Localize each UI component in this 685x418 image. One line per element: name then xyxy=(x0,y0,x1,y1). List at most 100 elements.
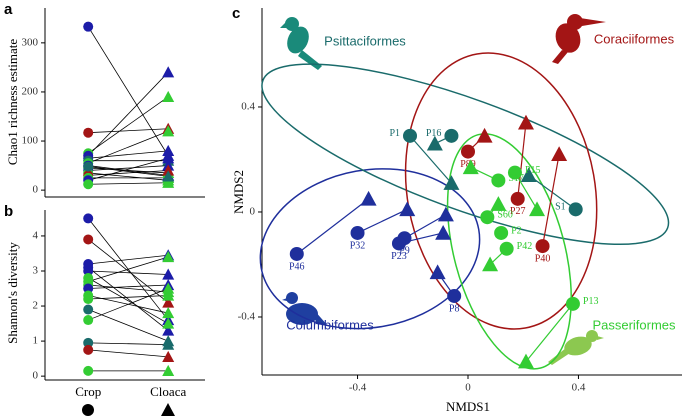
cloaca-point xyxy=(162,350,175,362)
pair-line xyxy=(296,198,369,255)
pair-line xyxy=(88,270,169,275)
pair-line xyxy=(88,254,169,265)
point-label: P46 xyxy=(289,261,305,272)
pair-line xyxy=(88,309,169,342)
crop-point xyxy=(403,128,418,143)
point-label: S60 xyxy=(497,210,513,221)
group-ellipse xyxy=(446,133,572,370)
crop-point xyxy=(510,191,525,206)
pair-line xyxy=(398,232,444,245)
pair-line xyxy=(88,288,169,321)
pair-line xyxy=(525,303,574,362)
group-ellipse xyxy=(259,168,481,330)
pair-line xyxy=(88,157,169,181)
point-label: P16 xyxy=(426,128,442,139)
point-label: P15 xyxy=(525,165,541,176)
panel-letter: a xyxy=(4,1,13,18)
group-name: Passeriformes xyxy=(592,317,676,332)
x-tick-label: 0.4 xyxy=(572,382,586,394)
group-name: Coraciiformes xyxy=(594,31,675,46)
point-label: P2 xyxy=(511,225,522,236)
pair-line xyxy=(88,277,169,324)
cloaca-point xyxy=(162,317,175,329)
pair-line xyxy=(88,150,169,159)
cloaca-point xyxy=(360,190,377,206)
crop-point xyxy=(535,239,550,254)
cloaca-point xyxy=(162,282,175,294)
cloaca-point xyxy=(162,250,175,263)
cloaca-point xyxy=(551,146,568,162)
parrot-icon xyxy=(280,17,322,70)
pair-line xyxy=(87,267,169,331)
point-label: P9 xyxy=(399,246,410,257)
y-tick-label: 0 xyxy=(33,370,39,382)
pair-line xyxy=(88,284,169,293)
crop-point xyxy=(350,225,365,240)
y-tick-label: 0 xyxy=(33,184,39,196)
crop-point xyxy=(289,246,304,261)
cloaca-point xyxy=(162,164,175,176)
crop-point xyxy=(83,294,94,305)
crop-point xyxy=(507,165,522,180)
y-tick-label: 1 xyxy=(33,335,39,347)
cloaca-point xyxy=(162,66,175,78)
cloaca-point xyxy=(443,175,460,190)
point-label: P8 xyxy=(449,303,460,314)
point-label: P13 xyxy=(583,296,599,307)
cloaca-point xyxy=(399,201,416,217)
y-tick-label: 3 xyxy=(33,265,39,277)
cloaca-point xyxy=(162,324,175,336)
cloaca-point xyxy=(162,90,175,102)
y-tick-label: 200 xyxy=(22,85,39,97)
crop-point xyxy=(83,21,94,32)
pair-line xyxy=(87,96,169,154)
y-tick-label: 100 xyxy=(22,135,39,147)
crop-point xyxy=(83,213,94,224)
cloaca-point xyxy=(490,196,507,211)
crop-point xyxy=(568,202,583,217)
pair-line xyxy=(88,349,169,358)
pair-line xyxy=(88,342,169,345)
y-tick-label: 2 xyxy=(33,300,39,312)
pair-line xyxy=(88,165,169,171)
cloaca-legend-marker xyxy=(161,403,175,416)
cloaca-point xyxy=(437,206,454,222)
crop-point xyxy=(83,234,94,245)
x-tick-label: Crop xyxy=(75,384,101,399)
crop-point xyxy=(480,210,495,225)
panel-letter: c xyxy=(232,5,240,22)
kingfisher-icon xyxy=(552,14,606,64)
panel-letter: b xyxy=(4,203,13,220)
pair-line xyxy=(88,172,169,181)
x-tick-label: 0 xyxy=(465,382,471,394)
cloaca-point xyxy=(162,125,175,137)
group-ellipse xyxy=(261,63,670,246)
cloaca-point xyxy=(162,176,175,188)
pair-line xyxy=(541,154,560,247)
point-label: P27 xyxy=(510,206,526,217)
crop-point xyxy=(83,283,94,294)
pair-line xyxy=(88,256,169,282)
cloaca-point xyxy=(162,144,175,156)
point-label: P1 xyxy=(389,128,400,139)
point-label: P42 xyxy=(517,241,533,252)
crop-point xyxy=(83,315,94,326)
crop-point xyxy=(83,127,94,138)
cloaca-point xyxy=(435,224,452,240)
songbird-icon xyxy=(548,330,604,365)
group-name: Psittaciformes xyxy=(324,33,406,48)
x-axis-title: NMDS1 xyxy=(446,399,490,414)
cloaca-point xyxy=(462,159,479,175)
y-tick-label: 0.4 xyxy=(241,101,255,113)
pair-line xyxy=(88,128,169,134)
y-tick-label: 300 xyxy=(22,36,39,48)
pair-line xyxy=(88,166,169,177)
pair-line xyxy=(357,208,408,234)
x-tick-label: -0.4 xyxy=(349,382,367,394)
crop-legend-marker xyxy=(82,404,94,416)
group-name: Columbiformes xyxy=(286,317,374,332)
point-label: P32 xyxy=(350,240,366,251)
x-tick-label: Cloaca xyxy=(150,384,186,399)
cloaca-point xyxy=(429,264,446,280)
